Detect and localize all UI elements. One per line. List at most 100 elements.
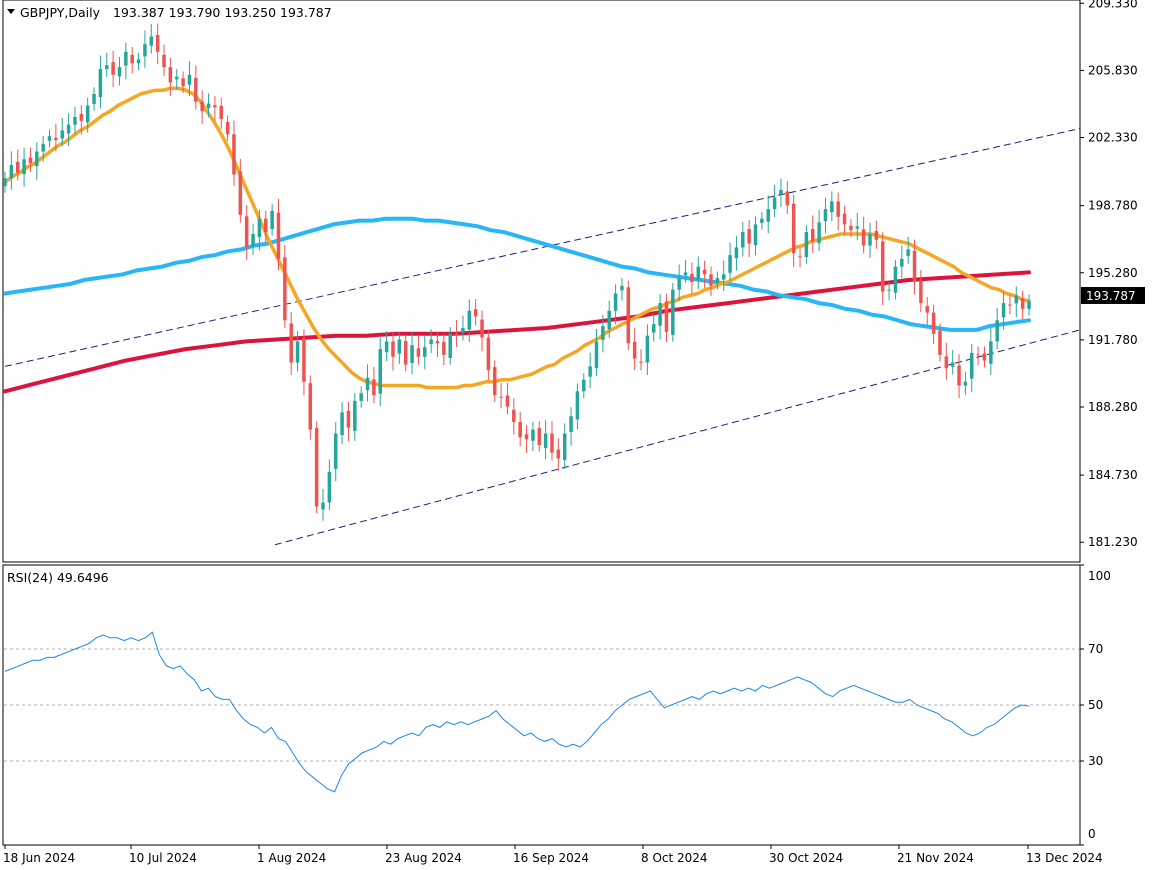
- candle: [92, 87, 96, 111]
- candle: [244, 205, 249, 260]
- candle: [181, 71, 185, 94]
- candle: [582, 373, 586, 399]
- candle: [798, 248, 802, 268]
- candle: [314, 421, 319, 514]
- candle: [963, 371, 968, 395]
- candle: [893, 259, 898, 300]
- candle: [556, 438, 561, 471]
- candle: [645, 324, 650, 375]
- candle: [728, 242, 732, 281]
- symbol-dropdown-icon[interactable]: [7, 9, 15, 14]
- candle: [594, 328, 599, 376]
- symbol-label: GBPJPY,Daily: [20, 5, 101, 20]
- candle: [842, 205, 847, 235]
- candle: [785, 181, 790, 215]
- candle: [518, 411, 522, 447]
- candle: [136, 52, 141, 71]
- candle: [454, 320, 459, 347]
- candle: [238, 159, 243, 223]
- candle: [480, 310, 484, 352]
- candle: [79, 104, 84, 135]
- candle: [639, 349, 643, 371]
- candle: [295, 331, 300, 372]
- price-tick-label: 188.280: [1088, 400, 1138, 414]
- price-tick-label: 184.730: [1088, 468, 1138, 482]
- candle: [85, 97, 90, 133]
- candle: [372, 366, 376, 403]
- candle: [823, 197, 828, 234]
- current-price-label: 193.787: [1086, 289, 1136, 303]
- candle: [397, 331, 402, 364]
- candle: [283, 244, 287, 329]
- candle: [403, 334, 408, 372]
- candle: [957, 354, 961, 399]
- candle: [702, 260, 707, 288]
- candle: [194, 65, 198, 110]
- candle: [734, 236, 739, 271]
- rsi-axis: 100 70 50 30 0: [1079, 564, 1111, 846]
- candle: [715, 271, 720, 290]
- candle: [887, 281, 891, 301]
- candle: [162, 44, 166, 77]
- candle: [562, 423, 567, 469]
- candle: [709, 266, 713, 296]
- candle: [168, 58, 173, 97]
- candlesticks: [3, 23, 1031, 521]
- candle: [289, 312, 293, 375]
- candle: [651, 313, 656, 342]
- candle: [461, 315, 465, 341]
- candle: [950, 350, 955, 375]
- candle: [753, 216, 758, 256]
- channel-upper-line: [4, 128, 1081, 367]
- candle: [473, 299, 478, 326]
- candle: [66, 113, 71, 146]
- date-tick-label: 10 Jul 2024: [129, 851, 197, 865]
- candle: [531, 421, 535, 451]
- candle: [492, 360, 497, 402]
- date-tick-label: 13 Dec 2024: [1026, 851, 1103, 865]
- date-tick-label: 30 Oct 2024: [769, 851, 843, 865]
- price-tick-label: 205.830: [1088, 63, 1138, 77]
- candle: [791, 194, 796, 267]
- candle: [836, 192, 840, 231]
- price-tick-label: 195.280: [1088, 266, 1138, 280]
- candle: [874, 220, 879, 249]
- candle: [47, 129, 52, 148]
- candle: [658, 294, 662, 340]
- candle: [327, 459, 332, 511]
- candle: [779, 178, 783, 207]
- candle: [938, 323, 942, 362]
- candle: [855, 212, 860, 240]
- candle: [849, 219, 853, 237]
- candle: [60, 117, 64, 147]
- candle: [143, 30, 147, 68]
- candle: [868, 222, 872, 258]
- candle: [683, 259, 688, 283]
- candle: [575, 383, 580, 430]
- price-tick-label: 191.780: [1088, 333, 1138, 347]
- candle: [1008, 294, 1012, 314]
- candle: [54, 124, 58, 152]
- candle: [1001, 291, 1006, 330]
- candle: [365, 364, 370, 402]
- price-tick-label: 209.330: [1088, 0, 1138, 10]
- candle: [1014, 286, 1019, 318]
- candle: [442, 333, 446, 366]
- candle: [632, 328, 637, 370]
- rsi-tick-label: 50: [1088, 698, 1103, 712]
- ma-fast-line: [3, 86, 1031, 390]
- ma-mid-line: [3, 216, 1031, 332]
- candle: [35, 142, 39, 180]
- candle: [880, 232, 885, 306]
- rsi-tick-label: 0: [1088, 827, 1096, 841]
- candle: [155, 23, 160, 65]
- candle: [410, 331, 414, 375]
- rsi-tick-label: 70: [1088, 642, 1103, 656]
- price-tick-label: 202.330: [1088, 131, 1138, 145]
- candle: [747, 220, 751, 258]
- candle: [912, 239, 917, 295]
- candle: [620, 277, 624, 301]
- candle: [73, 106, 77, 134]
- rsi-tick-label: 30: [1088, 754, 1103, 768]
- candle: [804, 225, 809, 264]
